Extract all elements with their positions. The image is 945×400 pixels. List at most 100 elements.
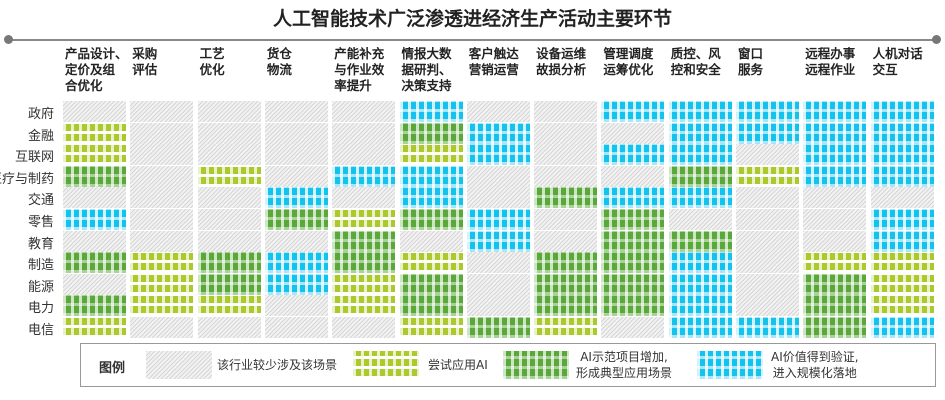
heatmap-cell (534, 165, 598, 187)
heatmap-cell (870, 230, 934, 252)
heatmap-cell (197, 122, 261, 144)
column-header: 情报大数 据研判、 决策支持 (401, 46, 452, 93)
heatmap-cell (601, 317, 665, 338)
heatmap-cell (197, 230, 261, 252)
heatmap-cell (601, 144, 665, 166)
heatmap-cell (197, 165, 261, 187)
heatmap-cell (668, 122, 732, 144)
heatmap-cell (264, 295, 328, 317)
heatmap-cell (264, 122, 328, 144)
heatmap-cell (466, 317, 530, 338)
heatmap-cell (197, 101, 261, 122)
heatmap-cell (130, 187, 194, 209)
heatmap-cell (264, 165, 328, 187)
column-header: 质控、风 控和安全 (670, 46, 721, 77)
heatmap-cell (63, 165, 126, 187)
legend-swatch-1 (353, 351, 419, 379)
heatmap-cell (197, 295, 261, 317)
heatmap-cell (63, 101, 126, 122)
heatmap-cell (130, 230, 194, 252)
heatmap-cell (130, 273, 194, 295)
heatmap-cell (130, 295, 194, 317)
heatmap-cell (197, 317, 261, 338)
heatmap-cell (399, 295, 463, 317)
heatmap-cell (264, 317, 328, 338)
heatmap-cell (736, 295, 799, 317)
column-header: 产品设计、 定价及组 合优化 (65, 46, 128, 93)
heatmap-cell (601, 122, 665, 144)
legend-label-3: AI价值得到验证, 进入规模化落地 (771, 350, 859, 380)
heatmap-cell (130, 165, 194, 187)
heatmap-cell (399, 209, 463, 230)
heatmap-cell (466, 230, 530, 252)
heatmap-cell (736, 165, 799, 187)
heatmap-cell (803, 165, 867, 187)
heatmap-cell (803, 101, 867, 122)
heatmap-cell (399, 122, 463, 144)
heatmap-cell (399, 165, 463, 187)
heatmap-cell (466, 187, 530, 209)
heatmap-cell (63, 122, 126, 144)
heatmap-cell (870, 273, 934, 295)
heatmap-cell (399, 144, 463, 166)
heatmap-cell (803, 209, 867, 230)
heatmap-cell (130, 252, 194, 274)
heatmap-cell (601, 187, 665, 209)
heatmap-cell (870, 187, 934, 209)
heatmap-cell (332, 165, 396, 187)
heatmap-cell (130, 122, 194, 144)
divider-dot-right (932, 35, 941, 44)
heatmap-cell (332, 317, 396, 338)
heatmap-cell (534, 187, 598, 209)
column-header: 管理调度 运筹优化 (603, 46, 654, 77)
heatmap-cell (736, 101, 799, 122)
heatmap-cell (668, 101, 732, 122)
heatmap-cell (332, 144, 396, 166)
heatmap-cell (197, 187, 261, 209)
heatmap-cell (63, 187, 126, 209)
heatmap-cell (736, 144, 799, 166)
heatmap-cell (736, 230, 799, 252)
heatmap-cell (332, 209, 396, 230)
heatmap-cell (466, 209, 530, 230)
heatmap-cell (534, 122, 598, 144)
heatmap-cell (399, 273, 463, 295)
heatmap-cell (63, 317, 126, 338)
heatmap-cell (534, 273, 598, 295)
heatmap-cell (332, 273, 396, 295)
title-divider (8, 39, 936, 41)
heatmap-cell (466, 122, 530, 144)
heatmap-cell (870, 317, 934, 338)
heatmap-cell (399, 187, 463, 209)
heatmap-cell (601, 230, 665, 252)
heatmap-cell (63, 295, 126, 317)
legend-swatch-0 (146, 351, 212, 379)
heatmap-cell (668, 144, 732, 166)
heatmap-cell (399, 101, 463, 122)
heatmap-cell (870, 295, 934, 317)
heatmap-cell (668, 295, 732, 317)
heatmap-cell (399, 230, 463, 252)
heatmap-cell (668, 230, 732, 252)
heatmap-cell (332, 101, 396, 122)
column-header: 人机对话 交互 (872, 46, 923, 77)
heatmap-cell (264, 144, 328, 166)
heatmap-cell (803, 295, 867, 317)
column-header: 客户触达 营销运营 (468, 46, 519, 77)
column-header: 窗口 服务 (738, 46, 764, 77)
heatmap-cell (264, 252, 328, 274)
heatmap-cell (668, 165, 732, 187)
heatmap-cell (534, 230, 598, 252)
row-header: 电信 (27, 323, 54, 338)
heatmap-cell (534, 209, 598, 230)
heatmap-cell (130, 209, 194, 230)
heatmap-cell (466, 273, 530, 295)
heatmap-cell (63, 273, 126, 295)
heatmap-cell (264, 230, 328, 252)
heatmap-cell (668, 209, 732, 230)
heatmap-cell (197, 209, 261, 230)
heatmap-cell (601, 252, 665, 274)
legend: 图例 该行业较少涉及该场景 尝试应用AI AI示范项目增加, 形成典型应用场景 … (80, 343, 936, 387)
heatmap-cell (668, 273, 732, 295)
legend-swatch-3 (697, 351, 763, 379)
